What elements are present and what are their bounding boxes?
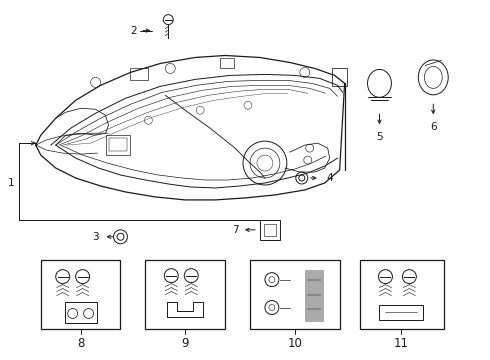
Text: 11: 11	[394, 337, 409, 350]
Text: 10: 10	[287, 337, 302, 350]
Bar	[41, 260, 121, 329]
Bar	[108, 138, 127, 151]
Bar	[65, 302, 97, 323]
Text: 8: 8	[77, 337, 84, 350]
Bar	[360, 260, 444, 329]
Text: 3: 3	[92, 232, 99, 242]
Polygon shape	[167, 302, 203, 318]
Bar	[332, 68, 346, 86]
Text: 6: 6	[430, 122, 437, 132]
Bar	[130, 68, 148, 80]
Bar	[379, 305, 423, 320]
Text: 4: 4	[327, 173, 333, 183]
Text: 5: 5	[376, 132, 383, 142]
Bar	[250, 260, 340, 329]
Text: 9: 9	[181, 337, 189, 350]
Bar	[305, 270, 323, 321]
Bar	[220, 58, 234, 68]
Bar	[146, 260, 225, 329]
Bar	[260, 220, 280, 240]
Bar	[105, 135, 130, 155]
Bar	[264, 224, 276, 236]
Text: 1: 1	[7, 178, 14, 188]
Text: 2: 2	[130, 26, 137, 36]
Text: 7: 7	[232, 225, 238, 235]
